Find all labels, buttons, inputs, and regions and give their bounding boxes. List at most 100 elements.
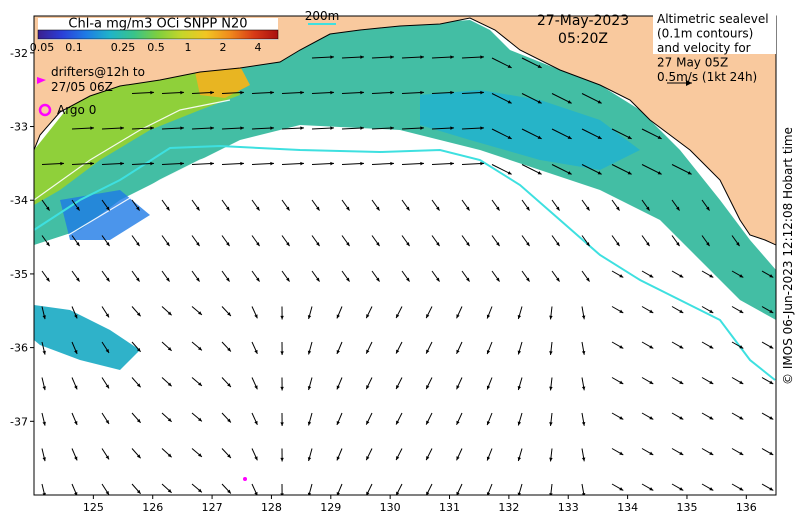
scale-arrow-head: [686, 80, 692, 86]
colorbar-tick-label: 4: [255, 41, 262, 54]
velocity-arrow: [461, 91, 484, 94]
velocity-arrow-head: [769, 309, 774, 313]
velocity-arrow-head: [396, 491, 400, 495]
velocity-arrow: [221, 127, 244, 130]
velocity-arrow: [581, 164, 602, 175]
y-axis: -32 -33 -34 -35 -36 -37: [10, 47, 34, 428]
velocity-arrow-head: [769, 487, 774, 491]
isobath-label: 200m: [305, 9, 340, 23]
velocity-arrow-head: [406, 277, 410, 282]
velocity-arrow-head: [486, 314, 491, 319]
velocity-arrows: [41, 55, 774, 495]
velocity-arrow: [521, 57, 542, 69]
velocity-arrow-head: [586, 277, 590, 282]
velocity-arrow: [431, 91, 454, 94]
velocity-arrow-head: [360, 55, 364, 59]
colorbar: Chl-a mg/m3 OCi SNPP N20 0.05 0.1 0.25 0.5 1…: [30, 17, 279, 54]
velocity-arrow-head: [507, 135, 512, 139]
velocity-arrow-head: [420, 161, 424, 166]
velocity-arrow-head: [567, 100, 572, 104]
velocity-arrow-head: [646, 206, 650, 211]
velocity-arrow-head: [581, 350, 586, 355]
velocity-arrow-head: [167, 453, 172, 458]
velocity-arrow-head: [619, 274, 624, 278]
velocity-arrow-head: [90, 161, 94, 166]
velocity-arrow-head: [517, 492, 522, 495]
velocity-arrow-head: [456, 491, 460, 495]
velocity-arrow-head: [486, 350, 491, 355]
velocity-arrow-head: [307, 386, 312, 391]
velocity-arrow-head: [105, 419, 110, 424]
velocity-arrow-head: [74, 420, 78, 425]
velocity-arrow: [371, 127, 394, 130]
colorbar-tick-label: 0.05: [30, 41, 55, 54]
velocity-arrow-head: [426, 349, 430, 354]
velocity-arrow-head: [616, 206, 620, 211]
colorbar-tick-label: 2: [220, 41, 227, 54]
velocity-arrow-head: [706, 242, 710, 247]
altimetry-legend: Altimetric sealevel(0.1m contours)and ve…: [653, 12, 776, 86]
x-tick-label: 136: [736, 501, 757, 514]
velocity-arrow-head: [42, 492, 46, 495]
velocity-arrow-head: [616, 242, 620, 247]
velocity-arrow-head: [420, 126, 424, 130]
velocity-arrow-head: [280, 386, 284, 391]
velocity-arrow-head: [769, 345, 774, 349]
velocity-arrow-head: [300, 161, 304, 166]
velocity-arrow: [431, 56, 454, 59]
velocity-arrow-head: [74, 491, 78, 495]
velocity-arrow-head: [105, 455, 110, 460]
velocity-arrow-head: [286, 206, 290, 211]
chl-offshore-patch: [60, 190, 150, 240]
velocity-arrow-head: [436, 206, 440, 211]
velocity-arrow-head: [227, 347, 231, 352]
velocity-arrow-head: [586, 242, 590, 247]
velocity-arrow-head: [106, 206, 110, 211]
velocity-arrow-head: [307, 421, 312, 426]
velocity-arrow-head: [330, 126, 334, 130]
velocity-arrow-head: [254, 420, 258, 425]
y-tick-label: -34: [10, 194, 28, 207]
velocity-arrow-head: [336, 314, 340, 319]
x-tick-label: 131: [439, 501, 460, 514]
velocity-arrow-head: [739, 274, 744, 278]
velocity-arrow: [431, 162, 454, 165]
velocity-arrow-head: [406, 206, 410, 211]
velocity-arrow-head: [649, 380, 654, 384]
velocity-arrow-head: [406, 242, 410, 247]
plot-frame: [33, 15, 777, 496]
velocity-arrow: [611, 164, 632, 175]
velocity-arrow-head: [426, 314, 430, 319]
velocity-arrow-head: [679, 309, 684, 313]
velocity-arrow-head: [166, 277, 170, 282]
velocity-arrow-head: [336, 349, 340, 354]
map-time: 05:20Z: [558, 31, 608, 47]
velocity-arrow-head: [597, 171, 602, 175]
velocity-arrow: [341, 162, 364, 165]
velocity-arrow-head: [581, 421, 586, 426]
velocity-arrow-head: [679, 487, 684, 491]
velocity-arrow-head: [136, 454, 141, 459]
velocity-arrow-head: [226, 277, 230, 282]
velocity-arrow-head: [390, 90, 394, 95]
velocity-arrow-head: [330, 161, 334, 166]
velocity-arrow: [641, 128, 662, 140]
velocity-arrow-head: [456, 349, 460, 354]
colorbar-ticks: 0.05 0.1 0.25 0.5 1 2 4: [30, 41, 262, 54]
velocity-arrow: [461, 162, 484, 165]
velocity-arrow: [251, 127, 274, 130]
velocity-arrow-head: [456, 314, 460, 319]
chl-east-patch: [420, 90, 640, 170]
velocity-arrow-head: [436, 242, 440, 247]
velocity-arrow: [551, 93, 572, 104]
velocity-arrow-head: [679, 380, 684, 384]
velocity-arrow-head: [46, 277, 50, 282]
velocity-arrow-head: [657, 171, 662, 175]
velocity-arrow: [611, 128, 632, 140]
velocity-arrow-head: [226, 242, 230, 247]
velocity-arrow-head: [649, 309, 654, 313]
velocity-arrow-head: [42, 350, 46, 355]
argo-legend-icon: [38, 103, 52, 117]
velocity-arrow-head: [300, 126, 304, 130]
